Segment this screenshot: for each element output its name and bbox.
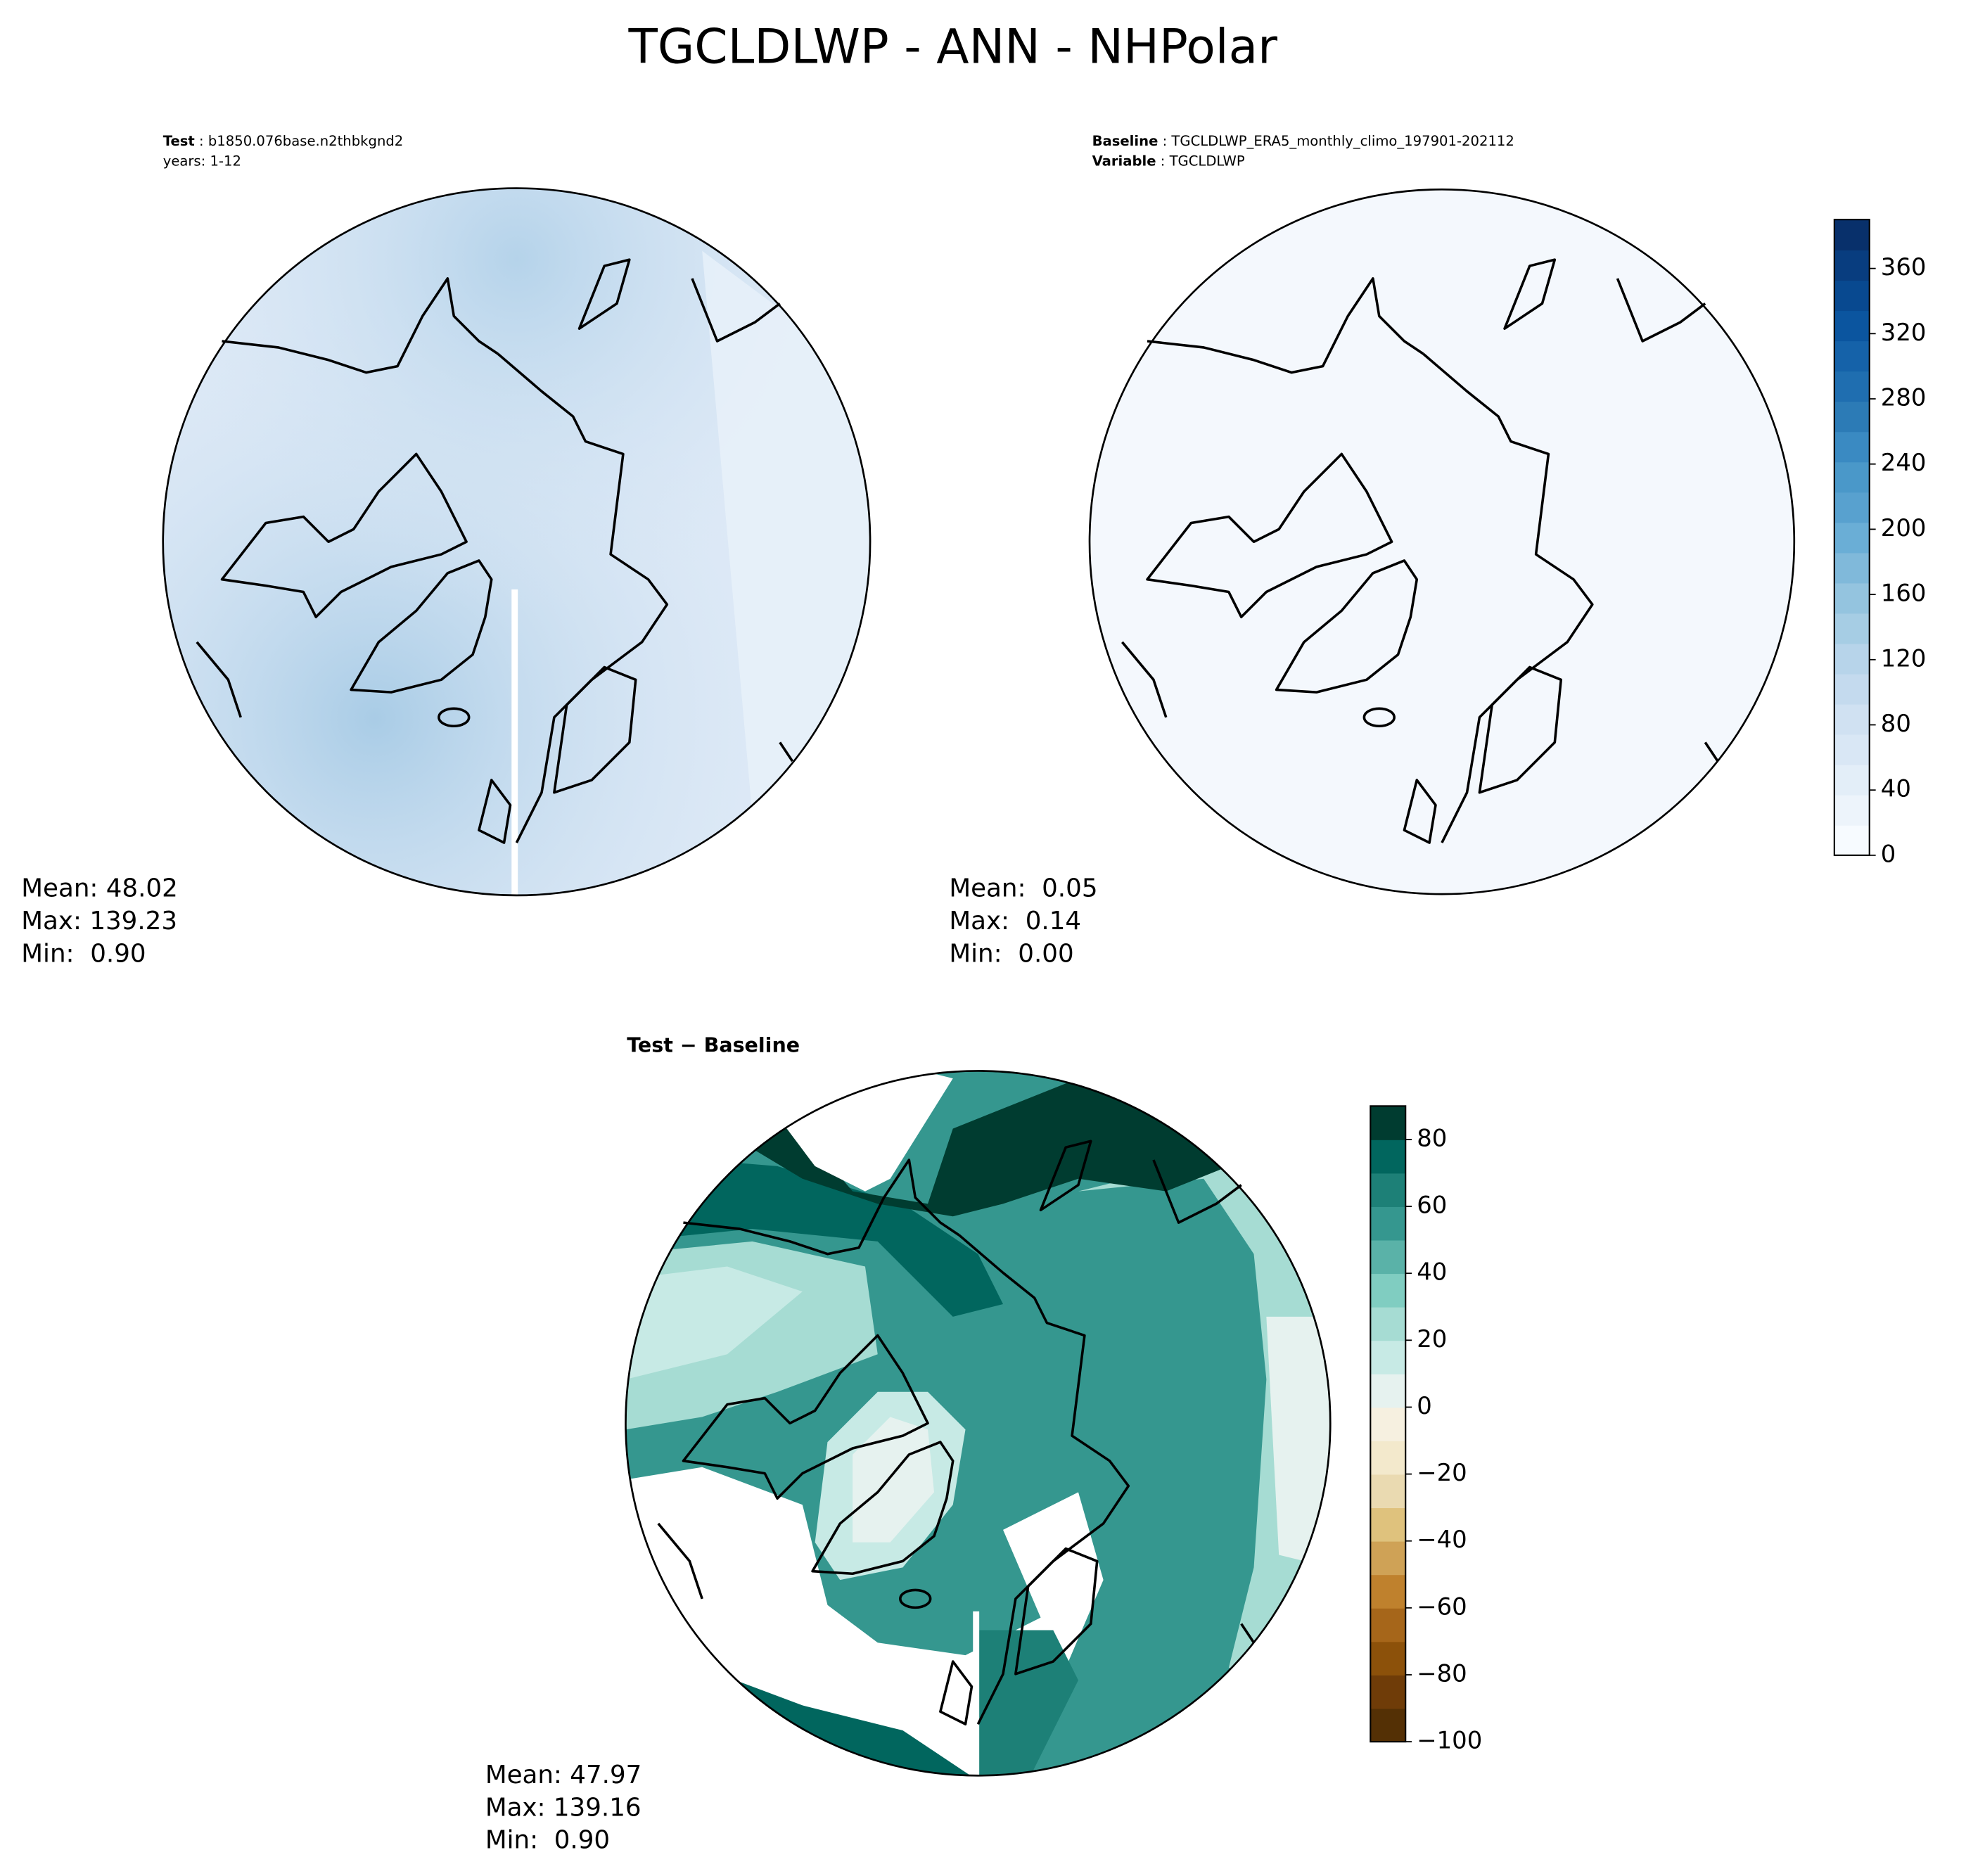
- colorbar-segment: [1370, 1540, 1406, 1576]
- header-text: : TGCLDLWP_ERA5_monthly_climo_197901-202…: [1158, 133, 1514, 149]
- stat: Max: 139.16: [485, 1793, 641, 1822]
- stat: Max: 0.14: [949, 907, 1081, 936]
- colorbar-segment: [1834, 280, 1870, 312]
- colorbar-segment: [1834, 492, 1870, 523]
- colorbar-tick-label: 0: [1417, 1392, 1432, 1419]
- stat: Mean: 0.05: [949, 874, 1097, 903]
- figure-title: TGCLDLWP - ANN - NHPolar: [627, 18, 1277, 74]
- colorbar-segment: [1834, 582, 1870, 614]
- colorbar-tick-label: −60: [1417, 1593, 1467, 1620]
- colorbar-segment: [1834, 552, 1870, 584]
- panel-header: Test : b1850.076base.n2thbkgnd2: [163, 133, 404, 149]
- header-text: : TGCLDLWP: [1156, 153, 1245, 169]
- colorbar-tick-label: 60: [1417, 1192, 1447, 1219]
- map: [625, 1071, 1331, 1776]
- colorbar-segment: [1370, 1607, 1406, 1642]
- colorbar-tick-label: −100: [1417, 1727, 1482, 1754]
- colorbar-tick-label: 80: [1881, 710, 1911, 737]
- colorbar-segment: [1370, 1139, 1406, 1174]
- colorbar-segment: [1834, 824, 1870, 856]
- stat: Min: 0.90: [485, 1826, 610, 1855]
- colorbar-segment: [1370, 1474, 1406, 1509]
- header-text: years: 1-12: [163, 153, 241, 169]
- colorbar-segment: [1834, 673, 1870, 705]
- colorbar-tick-label: −20: [1417, 1459, 1467, 1486]
- stat: Min: 0.90: [21, 939, 146, 968]
- stat: Mean: 47.97: [485, 1761, 641, 1789]
- colorbar-tick-label: 160: [1881, 580, 1927, 607]
- colorbar-segment: [1370, 1407, 1406, 1441]
- colorbar-segment: [1370, 1373, 1406, 1408]
- map: [162, 188, 871, 895]
- map: [1090, 189, 1794, 895]
- colorbar-segment: [1834, 340, 1870, 372]
- colorbar-segment: [1370, 1173, 1406, 1207]
- colorbar-segment: [1370, 1574, 1406, 1609]
- colorbar-tick-label: −40: [1417, 1526, 1467, 1553]
- panel-header: Variable : TGCLDLWP: [1092, 153, 1245, 169]
- colorbar-segment: [1834, 371, 1870, 402]
- colorbar-segment: [1834, 401, 1870, 433]
- colorbar-tick-label: 280: [1881, 384, 1927, 411]
- colorbar-segment: [1370, 1441, 1406, 1475]
- colorbar-segment: [1370, 1708, 1406, 1742]
- stat: Mean: 48.02: [21, 874, 177, 903]
- colorbar-segment: [1370, 1273, 1406, 1308]
- stat: Max: 139.23: [21, 907, 177, 936]
- map-border: [625, 1070, 1332, 1777]
- colorbar-segment: [1834, 703, 1870, 735]
- header-label: Baseline: [1092, 133, 1158, 149]
- map-border: [1088, 188, 1796, 895]
- colorbar-segment: [1834, 734, 1870, 765]
- colorbar-tick-label: 360: [1881, 253, 1927, 281]
- colorbar-segment: [1834, 764, 1870, 796]
- colorbar-frame: [1370, 1105, 1407, 1743]
- colorbar-segment: [1370, 1206, 1406, 1241]
- panel-header: years: 1-12: [163, 153, 241, 169]
- colorbar-segment: [1834, 310, 1870, 342]
- header-label: Variable: [1092, 153, 1156, 169]
- panel-title: Test − Baseline: [627, 1034, 800, 1057]
- colorbar-segment: [1370, 1507, 1406, 1542]
- header-text: : b1850.076base.n2thbkgnd2: [195, 133, 403, 149]
- colorbar-tick-label: 200: [1881, 514, 1927, 542]
- colorbar-tick-label: 20: [1417, 1325, 1447, 1353]
- colorbar-tick-label: 240: [1881, 449, 1927, 476]
- colorbar-segment: [1834, 643, 1870, 675]
- colorbar-segment: [1370, 1306, 1406, 1341]
- map-border: [162, 187, 872, 897]
- colorbar-tick-label: 320: [1881, 319, 1927, 346]
- colorbar-tick-label: 120: [1881, 644, 1927, 672]
- colorbar-segment: [1834, 794, 1870, 826]
- colorbar-segment: [1370, 1340, 1406, 1374]
- colorbar-segment: [1834, 250, 1870, 281]
- colorbar-segment: [1834, 613, 1870, 644]
- colorbar-tick-label: 40: [1417, 1258, 1447, 1286]
- colorbar-tick-label: 0: [1881, 840, 1896, 867]
- colorbar-segment: [1834, 461, 1870, 493]
- colorbar-segment: [1370, 1641, 1406, 1676]
- colorbar-segment: [1370, 1674, 1406, 1709]
- stat: Min: 0.00: [949, 939, 1073, 968]
- header-label: Test: [163, 133, 195, 149]
- colorbar-segment: [1370, 1106, 1406, 1140]
- colorbar-tick-label: −80: [1417, 1659, 1467, 1687]
- colorbar-frame: [1833, 219, 1870, 856]
- colorbar-segment: [1834, 522, 1870, 554]
- panel-header: Baseline : TGCLDLWP_ERA5_monthly_climo_1…: [1092, 133, 1514, 149]
- colorbar-segment: [1834, 431, 1870, 463]
- colorbar-tick-label: 80: [1417, 1124, 1447, 1151]
- colorbar-segment: [1370, 1239, 1406, 1275]
- colorbar-tick-label: 40: [1881, 775, 1911, 803]
- colorbar-segment: [1834, 219, 1870, 251]
